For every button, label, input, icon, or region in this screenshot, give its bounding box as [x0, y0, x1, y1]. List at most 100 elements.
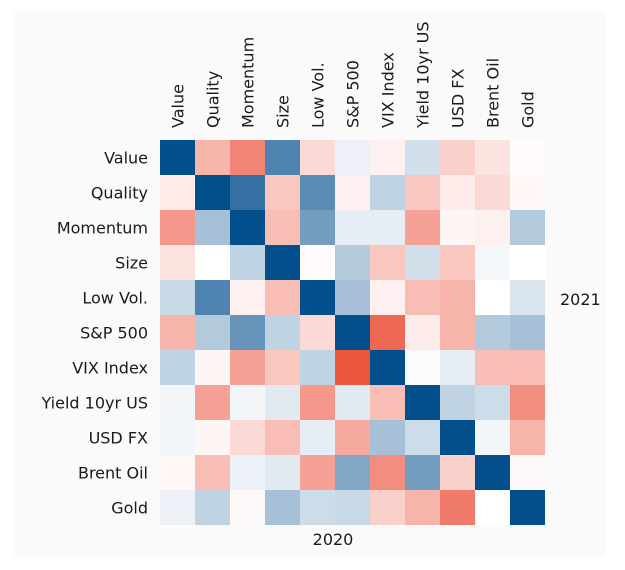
heatmap-cell [440, 350, 475, 385]
row-tick-label: Momentum [57, 219, 148, 238]
row-tick-label: Value [104, 149, 148, 168]
heatmap-cell [230, 420, 265, 455]
heatmap-cell [195, 385, 230, 420]
heatmap-cell [230, 245, 265, 280]
heatmap-cell [300, 210, 335, 245]
heatmap-cell [300, 140, 335, 175]
heatmap-cell [335, 280, 370, 315]
heatmap-cell [335, 385, 370, 420]
heatmap-cell [370, 175, 405, 210]
heatmap-cell [475, 210, 510, 245]
heatmap-cell [370, 490, 405, 525]
row-tick-label: VIX Index [72, 359, 148, 378]
column-tick-label: Momentum [239, 37, 258, 128]
heatmap-cell [335, 210, 370, 245]
heatmap-cell [405, 455, 440, 490]
heatmap-cell [160, 210, 195, 245]
heatmap-cell [440, 455, 475, 490]
heatmap-cell [510, 175, 545, 210]
heatmap-cell [265, 315, 300, 350]
heatmap-cell [335, 455, 370, 490]
heatmap-cell [475, 140, 510, 175]
heatmap-cell [405, 350, 440, 385]
column-tick-label: S&P 500 [344, 60, 363, 128]
heatmap-cell [335, 490, 370, 525]
heatmap-cell [195, 140, 230, 175]
heatmap-cell [265, 140, 300, 175]
heatmap-cell [195, 175, 230, 210]
heatmap-cell [195, 350, 230, 385]
heatmap-cell [335, 175, 370, 210]
heatmap-cell [405, 385, 440, 420]
heatmap-cell [475, 420, 510, 455]
heatmap-cell [370, 210, 405, 245]
heatmap-cell [510, 350, 545, 385]
heatmap-cell [405, 280, 440, 315]
heatmap-cell [160, 420, 195, 455]
heatmap-cell [265, 385, 300, 420]
heatmap-cell [475, 350, 510, 385]
heatmap-cell [405, 490, 440, 525]
heatmap-cell [405, 315, 440, 350]
row-tick-label: Low Vol. [82, 289, 148, 308]
heatmap-cell [160, 175, 195, 210]
row-tick-label: Gold [111, 499, 148, 518]
heatmap-cell [195, 420, 230, 455]
row-tick-label: Quality [91, 184, 148, 203]
row-tick-label: Size [115, 254, 148, 273]
heatmap-cell [440, 385, 475, 420]
heatmap-cell [475, 315, 510, 350]
heatmap-cell [230, 455, 265, 490]
heatmap-cell [370, 420, 405, 455]
heatmap-cell [230, 385, 265, 420]
heatmap-cell [265, 350, 300, 385]
heatmap-cell [440, 420, 475, 455]
heatmap-cell [475, 280, 510, 315]
heatmap-cell [510, 210, 545, 245]
heatmap-cell [300, 385, 335, 420]
heatmap-cell [405, 140, 440, 175]
heatmap-cell [230, 140, 265, 175]
heatmap-cell [370, 385, 405, 420]
row-tick-label: USD FX [89, 429, 148, 448]
heatmap-cell [335, 420, 370, 455]
heatmap-cell [230, 210, 265, 245]
heatmap-cell [300, 420, 335, 455]
heatmap-cell [300, 490, 335, 525]
heatmap-cell [160, 315, 195, 350]
heatmap-cell [265, 210, 300, 245]
heatmap-cell [265, 245, 300, 280]
heatmap-cell [370, 245, 405, 280]
heatmap-cell [335, 350, 370, 385]
column-tick-label: Quality [204, 71, 223, 128]
y-axis-label: 2021 [560, 290, 601, 309]
heatmap-cell [370, 140, 405, 175]
heatmap-cell [510, 315, 545, 350]
heatmap-cell [440, 245, 475, 280]
heatmap-cell [195, 210, 230, 245]
column-tick-label: Low Vol. [309, 62, 328, 128]
heatmap-cell [510, 455, 545, 490]
heatmap-cell [405, 175, 440, 210]
heatmap-cell [230, 280, 265, 315]
heatmap-cell [440, 280, 475, 315]
row-tick-label: Brent Oil [78, 464, 148, 483]
column-tick-label: Gold [519, 91, 538, 128]
heatmap-cell [300, 245, 335, 280]
heatmap-cell [405, 210, 440, 245]
heatmap-cell [475, 490, 510, 525]
column-tick-label: USD FX [449, 69, 468, 128]
column-tick-label: Value [169, 84, 188, 128]
heatmap-cell [475, 245, 510, 280]
heatmap-cell [405, 420, 440, 455]
x-axis-label: 2020 [312, 530, 354, 549]
heatmap-cell [195, 455, 230, 490]
heatmap-cell [195, 245, 230, 280]
heatmap-cell [265, 280, 300, 315]
heatmap-cell [335, 245, 370, 280]
heatmap-cell [440, 210, 475, 245]
heatmap-cell [195, 315, 230, 350]
heatmap-cell [370, 315, 405, 350]
